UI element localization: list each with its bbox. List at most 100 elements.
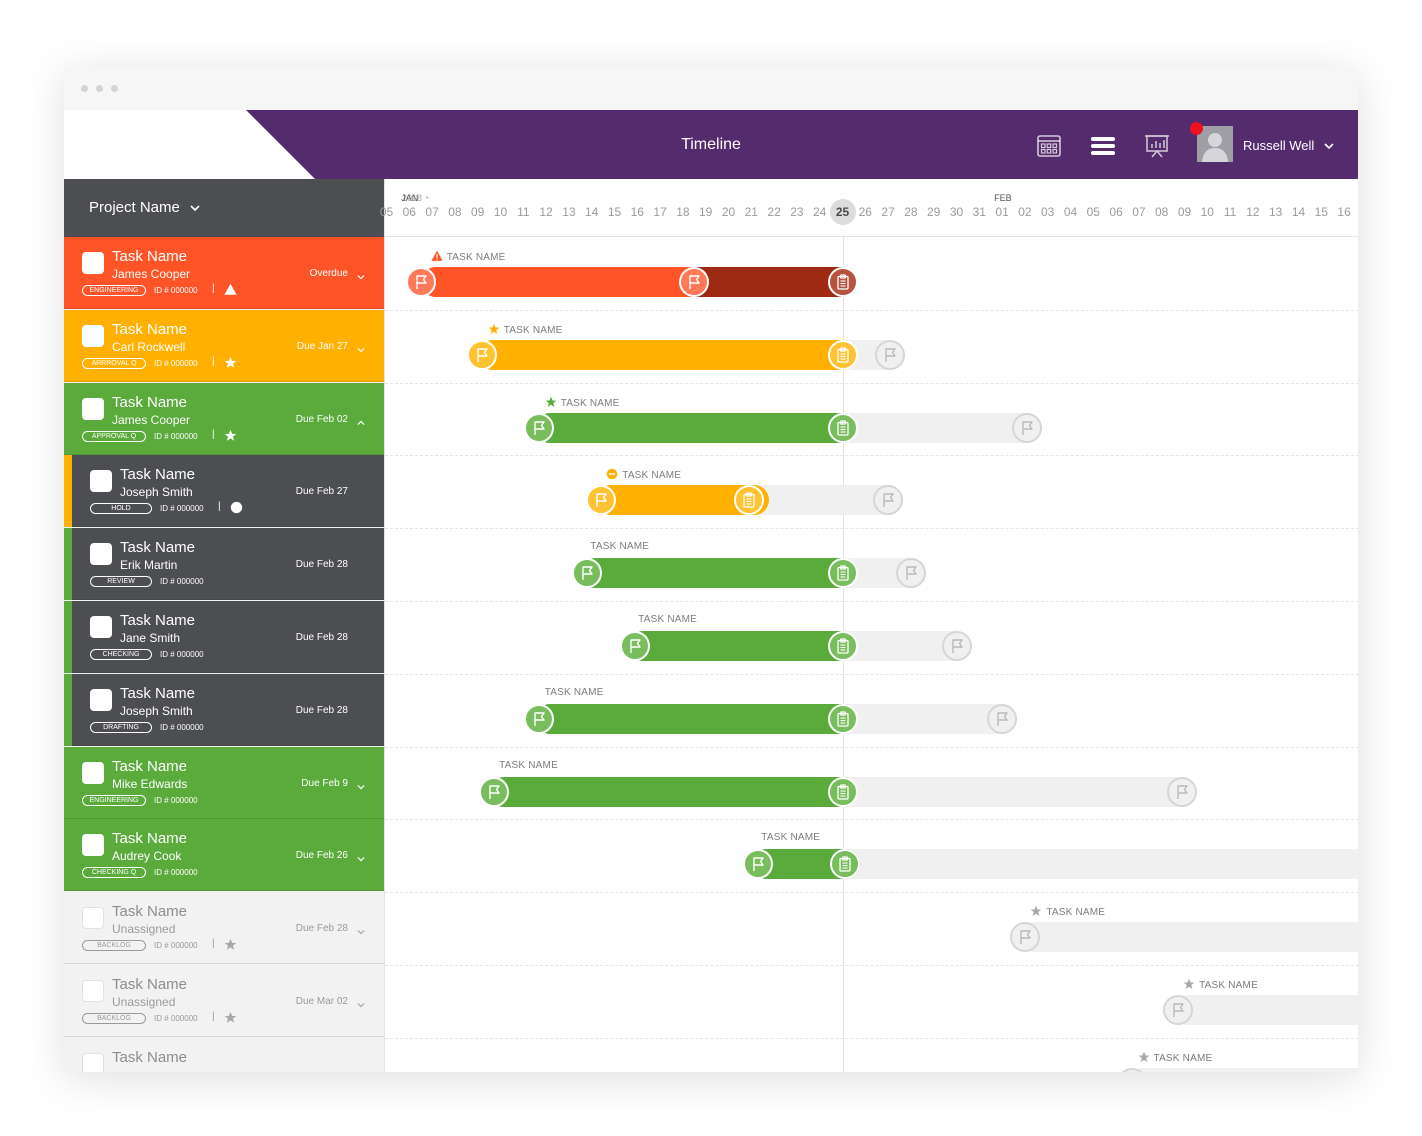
- date-label[interactable]: 14: [585, 205, 599, 219]
- task-row[interactable]: Task Name Audrey Cook CHECKING Q ID # 00000…: [64, 819, 384, 892]
- chevron-down-icon[interactable]: [188, 201, 202, 215]
- task-name[interactable]: Task Name: [120, 539, 196, 557]
- timeline-bar[interactable]: [534, 412, 858, 443]
- date-label[interactable]: 11: [517, 205, 530, 219]
- date-label[interactable]: 06: [1109, 205, 1123, 219]
- date-label[interactable]: 24: [813, 205, 827, 219]
- date-label[interactable]: 29: [927, 205, 941, 219]
- row-chevron[interactable]: [356, 342, 366, 353]
- milestone-marker[interactable]: [1162, 995, 1193, 1025]
- status-tag[interactable]: BACKLOG: [82, 940, 146, 952]
- task-checkbox[interactable]: [82, 834, 104, 857]
- date-label[interactable]: 16: [630, 205, 644, 219]
- user-name[interactable]: Russell Well: [1243, 138, 1315, 153]
- date-label[interactable]: 27: [881, 205, 895, 219]
- chevron-down-icon[interactable]: [1322, 139, 1336, 153]
- date-label[interactable]: 07: [1132, 205, 1146, 219]
- milestone-marker[interactable]: [895, 558, 926, 589]
- review-marker[interactable]: [827, 703, 858, 734]
- window-dot[interactable]: [81, 85, 88, 92]
- review-marker[interactable]: [827, 558, 858, 589]
- date-label[interactable]: 18: [676, 205, 690, 219]
- status-tag[interactable]: ARRROVAL Q: [82, 357, 146, 369]
- row-chevron[interactable]: [356, 851, 366, 862]
- date-label[interactable]: 07: [425, 205, 439, 219]
- milestone-marker[interactable]: [620, 631, 651, 661]
- date-label[interactable]: 05: [379, 205, 394, 219]
- task-checkbox[interactable]: [90, 616, 112, 638]
- task-name[interactable]: Task Name: [120, 466, 196, 484]
- milestone-marker[interactable]: [679, 267, 710, 297]
- task-row[interactable]: Task Name Jane Smith CHECKING ID # 000000 Du…: [64, 601, 384, 673]
- task-checkbox[interactable]: [82, 397, 104, 420]
- date-label[interactable]: 04: [1063, 205, 1078, 219]
- task-row[interactable]: Task Name Mike Edwards ENGINEERING ID # 000…: [64, 746, 384, 819]
- timeline-bar[interactable]: [580, 558, 858, 589]
- review-marker[interactable]: [827, 267, 858, 297]
- task-name[interactable]: Task Name: [112, 393, 188, 411]
- notification-badge[interactable]: [1190, 122, 1203, 135]
- task-checkbox[interactable]: [82, 907, 104, 930]
- task-checkbox[interactable]: [90, 470, 112, 493]
- date-label[interactable]: 25: [835, 205, 850, 219]
- milestone-marker[interactable]: [987, 703, 1018, 734]
- date-label[interactable]: 01: [995, 205, 1009, 219]
- milestone-marker[interactable]: [572, 558, 603, 589]
- date-label[interactable]: 21: [744, 205, 758, 219]
- row-chevron[interactable]: [356, 269, 366, 280]
- milestone-marker[interactable]: [873, 485, 904, 516]
- task-name[interactable]: Task Name: [120, 684, 196, 702]
- review-marker[interactable]: [827, 339, 858, 370]
- review-marker[interactable]: [827, 776, 858, 807]
- date-label[interactable]: 02: [1018, 205, 1032, 219]
- task-name[interactable]: Task Name: [120, 612, 196, 629]
- task-name[interactable]: Task Name: [112, 248, 188, 265]
- date-label[interactable]: 22: [767, 205, 781, 219]
- milestone-marker[interactable]: [743, 849, 774, 880]
- avatar[interactable]: [1197, 126, 1233, 162]
- presentation-chart-icon[interactable]: [1143, 132, 1171, 160]
- timeline-bar[interactable]: [628, 631, 858, 661]
- row-chevron[interactable]: [356, 997, 366, 1008]
- date-label[interactable]: 09: [471, 205, 485, 219]
- date-label[interactable]: 12: [539, 205, 553, 219]
- status-tag[interactable]: BACKLOG: [82, 1013, 146, 1024]
- date-label[interactable]: 13: [562, 205, 576, 219]
- task-checkbox[interactable]: [82, 761, 104, 784]
- date-label[interactable]: 05: [1086, 205, 1100, 219]
- date-label[interactable]: 10: [493, 205, 508, 219]
- date-label[interactable]: 31: [972, 205, 986, 219]
- date-label[interactable]: 26: [858, 205, 872, 219]
- row-chevron[interactable]: [356, 779, 366, 789]
- date-label[interactable]: 15: [1314, 205, 1328, 219]
- timeline-bar[interactable]: [477, 339, 858, 370]
- milestone-marker[interactable]: [524, 703, 555, 734]
- date-label[interactable]: 20: [721, 205, 736, 219]
- task-row[interactable]: Task Name Joseph Smith DRAFTING ID # 000000…: [64, 673, 384, 746]
- milestone-marker[interactable]: [524, 412, 555, 443]
- status-tag[interactable]: CHECKING: [90, 649, 152, 660]
- task-name[interactable]: Task Name: [112, 830, 188, 848]
- date-label[interactable]: 09: [1177, 205, 1192, 219]
- date-label[interactable]: 19: [699, 205, 713, 219]
- date-label[interactable]: 03: [1041, 205, 1055, 219]
- date-label[interactable]: 08: [1155, 205, 1169, 219]
- milestone-marker[interactable]: [941, 631, 972, 661]
- milestone-marker[interactable]: [405, 267, 436, 297]
- date-label[interactable]: 13: [1269, 205, 1283, 219]
- row-chevron[interactable]: [356, 924, 366, 935]
- review-marker[interactable]: [827, 412, 858, 443]
- status-tag[interactable]: DRAFTING: [90, 721, 152, 733]
- date-label[interactable]: 12: [1246, 205, 1260, 219]
- milestone-marker[interactable]: [585, 485, 616, 516]
- date-label[interactable]: 16: [1337, 205, 1351, 219]
- task-row[interactable]: Task Name James Cooper APPROVAL Q ID # 0000…: [64, 382, 384, 455]
- task-row[interactable]: Task Name James Cooper ENGINEERING ID # 000…: [64, 237, 384, 309]
- task-name[interactable]: Task Name: [112, 320, 188, 338]
- date-label[interactable]: 17: [653, 205, 667, 219]
- review-marker[interactable]: [827, 631, 858, 661]
- timeline-bar[interactable]: [534, 703, 858, 734]
- status-tag[interactable]: HOLD: [90, 503, 152, 515]
- task-row[interactable]: Task Name Joseph Smith HOLD ID # 000000 | Due…: [64, 455, 384, 528]
- review-marker[interactable]: [734, 485, 765, 516]
